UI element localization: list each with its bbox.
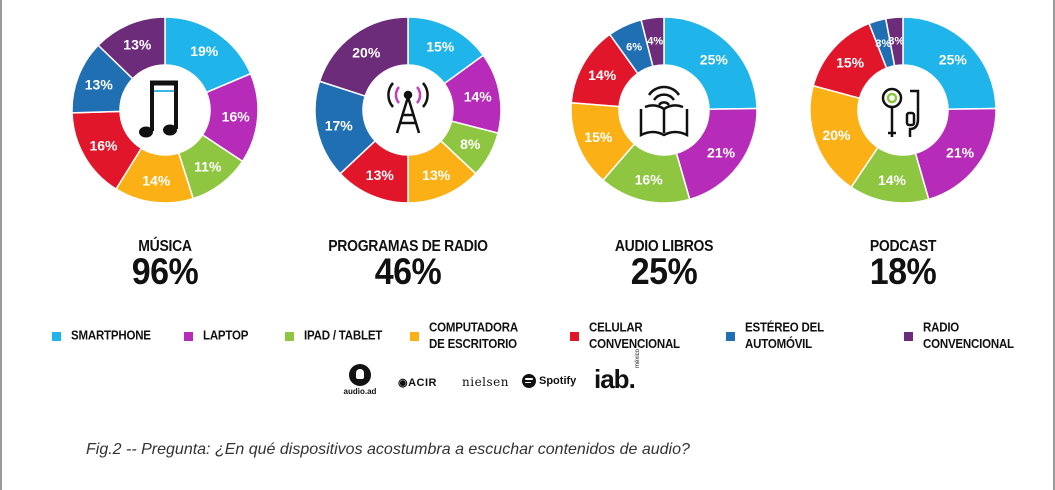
legend-swatch [726,332,735,341]
donut-slice-label: 20% [822,127,851,143]
legend-label: COMPUTADORA DE ESCRITORIO [429,321,518,352]
donut-slice-label: 19% [190,43,219,59]
sponsor-logos: audio.ad ◉ACIR nielsen Spotify iab. méxi… [340,349,660,404]
donut-slice-label: 14% [464,89,493,105]
acir-logo-text: ACIR [408,377,437,389]
open-book-icon [639,85,689,138]
legend-swatch [570,332,579,341]
legend-swatch [184,332,193,341]
donut-slice-label: 15% [426,39,455,55]
acir-logo-mark: ◉ [398,377,409,389]
chart-total: 96% [131,251,199,293]
radio-tower-icon [387,82,429,134]
frame-left-border [0,0,2,490]
donut-svg: 19% 16% 11% 14% 16% 13% 13% [71,16,259,204]
donut-slice-label: 14% [588,67,617,83]
donut-slice-label: 16% [89,138,118,154]
chart-title: PODCAST [869,235,937,255]
figure-caption: Fig.2 -- Pregunta: ¿En qué dispositivos … [86,441,690,458]
donut-slice-label: 15% [584,129,613,145]
donut-slice-label: 16% [222,109,251,125]
donut-hole [120,65,210,155]
acir-logo: ◉ACIR [398,376,437,389]
chart-title: AUDIO LIBROS [614,235,714,255]
legend-label: CELULAR CONVENCIONAL [589,321,680,352]
donut-slice-label: 21% [946,144,975,160]
microphone-icon [349,364,371,386]
legend-item-estereo-del-automovil: ESTÉREO DEL AUTOMÓVIL [726,322,824,352]
donut-slice-label: 13% [123,37,152,53]
donut-slice-label: 15% [836,55,865,71]
legend-item-computadora-de-escritorio: COMPUTADORA DE ESCRITORIO [410,322,518,352]
legend-item-celular-convencional: CELULAR CONVENCIONAL [570,322,680,352]
legend-swatch [285,332,294,341]
legend-label: RADIO CONVENCIONAL [923,321,1014,352]
legend-swatch [410,332,419,341]
donut-slice-label: 11% [194,159,222,175]
donut-chart-programas-de-radio: 15% 14% 8% 13% 13% 17% 20% PROGRAMAS DE RADIO … [313,15,503,293]
donut-slice-label: 17% [325,117,354,133]
donut-slice-label: 14% [142,172,171,188]
donut-slice-label: 25% [700,51,729,67]
donut-hole [858,65,948,155]
donut-slice-label: 13% [366,167,395,183]
chart-total: 18% [869,251,937,293]
audioad-logo-text: audio.ad [343,387,377,396]
legend-item-ipad-tablet: IPAD / TABLET [285,322,382,344]
legend: SMARTPHONE LAPTOP IPAD / TABLET COMPUTAD… [52,322,1042,372]
audioad-logo: audio.ad [340,364,380,396]
music-note-icon [139,80,178,138]
donut-svg: 25% 21% 16% 15% 14% 6% 4% [570,16,758,204]
donut-slice-label: 21% [707,144,736,160]
donut-slice-label: 6% [626,42,642,54]
donut-slice-label: 3% [875,38,891,50]
donut-slice-label: 14% [878,172,907,188]
donut-svg: 25% 21% 14% 20% 15% 3%3% [809,16,997,204]
donut-chart-podcast: 25% 21% 14% 20% 15% 3% 3% PODCAST 18% [808,15,998,293]
spotify-logo-text: Spotify [539,375,577,387]
donut-chart-audio-libros: 25% 21% 16% 15% 14% 6% 4% AUDIO LIBROS 25% [569,15,759,293]
legend-swatch [52,332,61,341]
donut-chart-musica: 19% 16% 11% 14% 16% 13% 13% MÚSICA 96% [70,15,260,293]
spotify-icon [522,374,536,388]
donut-slice-label: 25% [939,51,968,67]
donut-slice-label: 8% [460,136,481,152]
donut-slice-label: 4% [647,36,663,48]
chart-title: PROGRAMAS DE RADIO [328,235,488,255]
legend-swatch [904,332,913,341]
donut-slice-label: 13% [85,76,114,92]
chart-title: MÚSICA [138,235,192,255]
iab-logo-subtext: méxico [635,348,641,368]
donut-slice-label: 16% [635,171,664,187]
legend-item-radio-convencional: RADIO CONVENCIONAL [904,322,1014,352]
iab-logo-text: iab. [594,364,636,394]
frame-right-border [1053,0,1055,490]
donut-svg: 15% 14% 8% 13% 13% 17% 20% [314,16,502,204]
donut-hole [363,65,453,155]
spotify-logo: Spotify [522,374,576,388]
chart-total: 25% [630,251,698,293]
legend-item-laptop: LAPTOP [184,322,248,344]
legend-label: LAPTOP [203,329,249,343]
donut-slice-label: 20% [352,45,381,61]
donut-slice-label: 3% [888,35,904,47]
legend-label: ESTÉREO DEL AUTOMÓVIL [745,321,824,352]
donut-slice-label: 13% [422,167,451,183]
legend-item-smartphone: SMARTPHONE [52,322,151,344]
nielsen-logo: nielsen [462,375,509,389]
legend-label: IPAD / TABLET [304,329,383,343]
chart-total: 46% [374,251,442,293]
headphones-icon [881,87,920,137]
legend-label: SMARTPHONE [71,329,151,343]
iab-logo: iab. méxico [594,349,641,395]
